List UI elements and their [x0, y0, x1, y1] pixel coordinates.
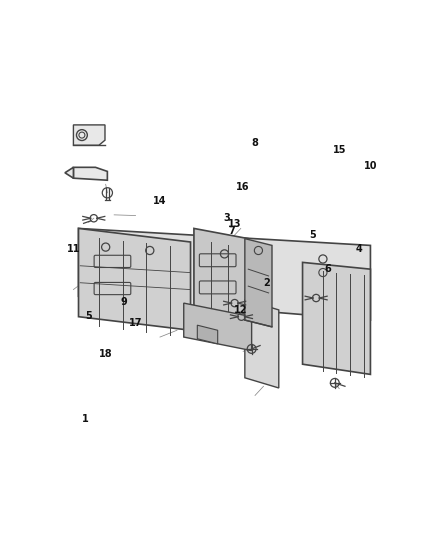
- Polygon shape: [245, 239, 272, 327]
- Polygon shape: [197, 325, 218, 344]
- Text: 14: 14: [153, 196, 167, 206]
- Polygon shape: [78, 229, 191, 330]
- Text: 5: 5: [85, 311, 92, 321]
- Text: 7: 7: [228, 226, 235, 236]
- Text: 3: 3: [224, 213, 230, 223]
- Polygon shape: [184, 303, 251, 351]
- Polygon shape: [74, 125, 105, 146]
- Text: 13: 13: [228, 220, 241, 229]
- Text: 5: 5: [309, 230, 316, 239]
- Text: 6: 6: [325, 264, 332, 274]
- Polygon shape: [303, 262, 371, 374]
- Text: 15: 15: [332, 144, 346, 155]
- Text: 4: 4: [355, 244, 362, 254]
- Polygon shape: [65, 167, 74, 178]
- Text: 16: 16: [237, 182, 250, 192]
- Polygon shape: [194, 229, 248, 324]
- Text: 10: 10: [364, 160, 377, 171]
- Text: 17: 17: [129, 318, 142, 328]
- Text: 11: 11: [67, 244, 80, 254]
- Text: 9: 9: [121, 297, 128, 308]
- Text: 18: 18: [99, 349, 113, 359]
- Text: 8: 8: [251, 138, 258, 148]
- Text: 12: 12: [234, 305, 247, 315]
- Text: 2: 2: [264, 278, 270, 288]
- Polygon shape: [78, 229, 371, 320]
- Polygon shape: [245, 300, 279, 388]
- Polygon shape: [74, 167, 107, 180]
- Text: 1: 1: [82, 414, 88, 424]
